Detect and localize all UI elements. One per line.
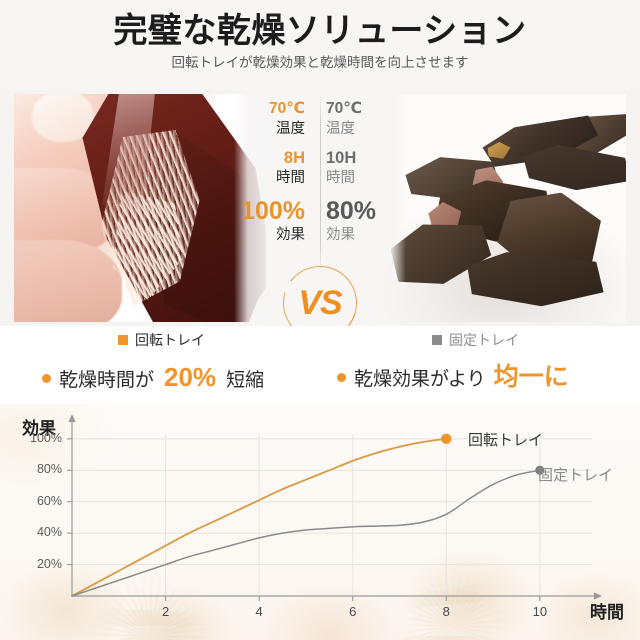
stat-value: 70℃ bbox=[268, 100, 305, 117]
y-tick-label: 80% bbox=[36, 462, 62, 477]
chart-background-pattern bbox=[0, 404, 640, 640]
x-tick-label: 6 bbox=[349, 604, 357, 619]
stat-value: 100% bbox=[241, 197, 305, 225]
stat-unit: 温度 bbox=[276, 121, 305, 137]
benefit-drying-uniformity: 乾燥効果がより 均一に bbox=[337, 362, 569, 395]
effect-over-time-line-chart bbox=[67, 414, 602, 601]
bullet-dot-icon bbox=[337, 373, 346, 382]
bullet-dot-icon bbox=[42, 374, 51, 383]
stat-efficiency: 80% 効果 bbox=[326, 197, 406, 245]
stats-column-rotating: 70℃ 温度 8H 時間 100% 効果 bbox=[234, 98, 314, 253]
stat-unit: 温度 bbox=[326, 121, 355, 137]
x-tick-label: 8 bbox=[442, 604, 450, 619]
series-label-rotating-tray: 回転トレイ bbox=[468, 432, 544, 449]
stat-unit: 時間 bbox=[276, 170, 305, 186]
chart-section: 効果 時間 回転トレイ 固定トレイ 20% 40% 60% 80% 100% 2 4 6 8 1… bbox=[0, 404, 640, 640]
endpoint-marker-fixed-tray bbox=[535, 465, 545, 475]
y-axis-arrow bbox=[68, 414, 76, 422]
benefit-suffix: 短縮 bbox=[226, 370, 265, 391]
vs-label: VS bbox=[298, 283, 342, 322]
stat-temperature: 70℃ 温度 bbox=[234, 98, 305, 139]
series-line-rotating-tray bbox=[71, 437, 448, 597]
stat-efficiency: 100% 効果 bbox=[234, 197, 305, 245]
benefit-drying-time: 乾燥時間が 20% 短縮 bbox=[42, 362, 264, 396]
y-tick-label: 20% bbox=[36, 556, 62, 571]
stat-value: 80% bbox=[326, 197, 377, 225]
legend-swatch-icon bbox=[118, 335, 128, 345]
stat-value: 8H bbox=[283, 149, 305, 167]
series-line-fixed-tray bbox=[71, 469, 541, 597]
comparison-section: 70℃ 温度 8H 時間 100% 効果 70℃ 温度 10H bbox=[0, 90, 640, 326]
x-axis-title: 時間 bbox=[590, 603, 624, 622]
photo-fixed-tray-result bbox=[374, 94, 626, 322]
y-tick-label: 40% bbox=[36, 525, 62, 540]
y-tick-label: 100% bbox=[30, 430, 62, 445]
endpoint-marker-rotating-tray bbox=[441, 433, 452, 445]
hand-finger-lower bbox=[14, 240, 122, 322]
stat-time: 10H 時間 bbox=[326, 147, 406, 188]
stats-divider bbox=[320, 94, 321, 274]
benefits-row: 乾燥時間が 20% 短縮 乾燥効果がより 均一に bbox=[0, 356, 640, 404]
legend-swatch-icon bbox=[432, 335, 442, 345]
vs-badge: VS bbox=[269, 252, 371, 326]
stats-column-fixed: 70℃ 温度 10H 時間 80% 効果 bbox=[326, 98, 406, 253]
benefit-prefix: 乾燥時間が bbox=[59, 370, 155, 391]
legend-item-fixed-tray: 固定トレイ bbox=[432, 330, 519, 350]
legend-label: 回転トレイ bbox=[135, 332, 205, 348]
page-subtitle: 回転トレイが乾燥効果と乾燥時間を向上させます bbox=[171, 55, 469, 70]
x-tick-label: 10 bbox=[532, 604, 548, 619]
stat-unit: 時間 bbox=[326, 170, 355, 186]
stat-value: 70℃ bbox=[326, 100, 363, 117]
chart-gridlines bbox=[72, 434, 592, 596]
legend-row: 回転トレイ 固定トレイ bbox=[0, 326, 640, 356]
benefit-highlight: 均一に bbox=[493, 363, 569, 391]
stat-unit: 効果 bbox=[276, 227, 305, 243]
benefit-highlight: 20% bbox=[164, 362, 217, 392]
page-title: 完璧な乾燥ソリューション bbox=[113, 12, 527, 50]
photo-rotating-tray-result bbox=[14, 94, 266, 322]
stat-time: 8H 時間 bbox=[234, 147, 305, 188]
series-label-fixed-tray: 固定トレイ bbox=[538, 467, 614, 484]
header-section: 完璧な乾燥ソリューション 回転トレイが乾燥効果と乾燥時間を向上させます bbox=[0, 0, 640, 90]
y-tick-label: 60% bbox=[36, 493, 62, 508]
x-axis-arrow bbox=[594, 592, 602, 600]
stats-overlay: 70℃ 温度 8H 時間 100% 効果 70℃ 温度 10H bbox=[234, 90, 406, 326]
x-tick-label: 4 bbox=[255, 604, 263, 619]
legend-item-rotating-tray: 回転トレイ bbox=[118, 330, 205, 350]
legend-label: 固定トレイ bbox=[449, 332, 519, 348]
benefit-prefix: 乾燥効果がより bbox=[354, 369, 486, 390]
y-axis-title: 効果 bbox=[22, 419, 56, 438]
stat-temperature: 70℃ 温度 bbox=[326, 98, 406, 139]
chart-axis-ticks bbox=[67, 438, 541, 601]
stat-value: 10H bbox=[326, 149, 357, 167]
stat-unit: 効果 bbox=[326, 227, 355, 243]
fingernail bbox=[32, 94, 94, 142]
x-tick-label: 2 bbox=[161, 604, 170, 619]
